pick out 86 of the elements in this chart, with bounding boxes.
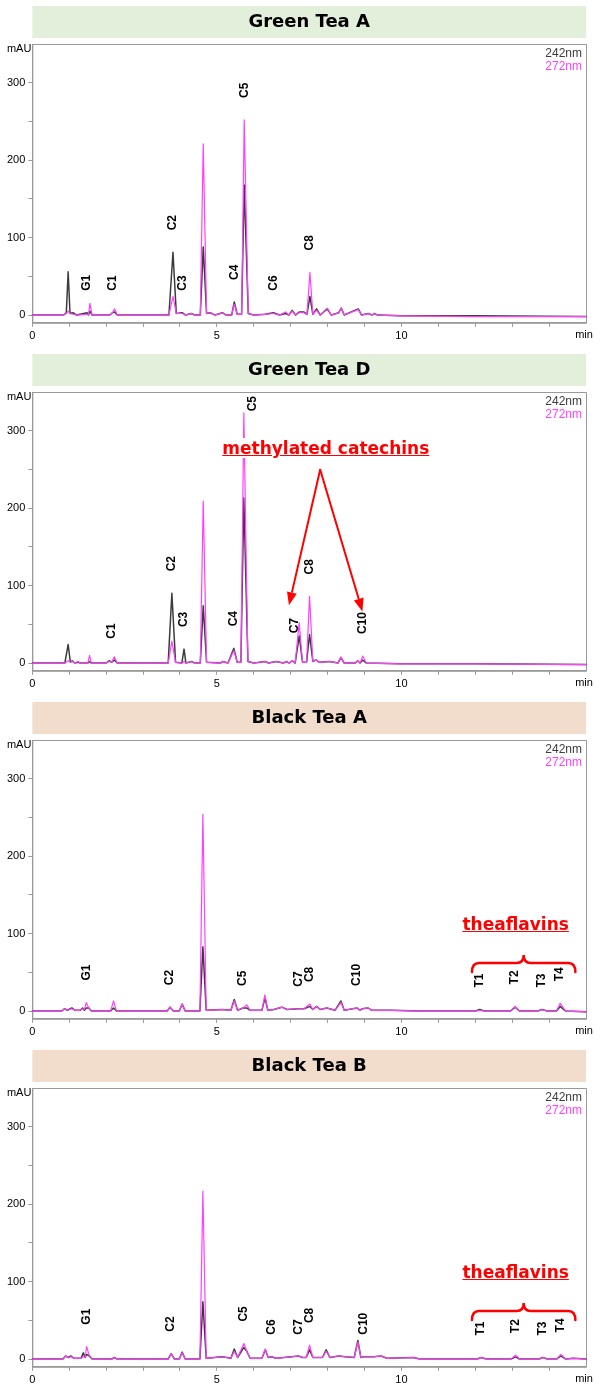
x-tick-label: 10 bbox=[395, 329, 408, 342]
annotation: C10 bbox=[356, 1312, 371, 1335]
y-tick-label: 200 bbox=[6, 501, 26, 514]
x-axis-title: min bbox=[575, 328, 593, 341]
annotation: T1 bbox=[472, 973, 487, 988]
annotation: C2 bbox=[163, 1315, 178, 1332]
annotation: C8 bbox=[302, 234, 317, 251]
y-tick-label: 0 bbox=[19, 308, 26, 321]
annotation: methylated catechins bbox=[222, 437, 430, 458]
annotation: G1 bbox=[78, 964, 93, 981]
annotation: C10 bbox=[355, 611, 370, 635]
annotation: C3 bbox=[174, 275, 189, 291]
chart-title: Green Tea D bbox=[247, 357, 371, 379]
annotation: theaflavins bbox=[462, 914, 569, 934]
y-tick-label: 200 bbox=[6, 849, 26, 862]
annotation: C3 bbox=[176, 611, 191, 628]
annotation: C2 bbox=[165, 214, 180, 231]
x-tick-label: 0 bbox=[29, 677, 36, 690]
text: 272nm bbox=[545, 1103, 582, 1118]
annotation: C1 bbox=[104, 275, 119, 291]
y-axis-title: mAU bbox=[6, 41, 32, 54]
x-tick-label: 10 bbox=[395, 1025, 408, 1038]
x-tick-label: 0 bbox=[29, 329, 36, 342]
annotation: C6 bbox=[265, 275, 280, 291]
annotation: G1 bbox=[78, 1308, 93, 1325]
y-tick-label: 0 bbox=[19, 1352, 26, 1365]
annotation: C7 bbox=[290, 971, 305, 987]
y-tick-label: 100 bbox=[6, 230, 26, 243]
y-tick-label: 100 bbox=[6, 926, 26, 939]
x-tick-label: 0 bbox=[29, 1373, 36, 1386]
text: 272nm bbox=[545, 59, 582, 74]
annotation: C4 bbox=[226, 610, 241, 627]
annotation: C10 bbox=[349, 963, 364, 986]
y-axis-title: mAU bbox=[6, 737, 32, 750]
annotation: C5 bbox=[235, 970, 250, 986]
text: 242nm bbox=[545, 1090, 582, 1105]
text: 272nm bbox=[545, 407, 582, 422]
annotation: T3 bbox=[535, 1321, 550, 1336]
annotation: theaflavins bbox=[462, 1262, 569, 1282]
x-tick-label: 5 bbox=[213, 329, 220, 342]
x-tick-label: 5 bbox=[213, 1373, 220, 1386]
annotation: T2 bbox=[507, 1318, 522, 1334]
annotation: C7 bbox=[287, 617, 302, 634]
text: 272nm bbox=[545, 755, 582, 770]
y-tick-label: 300 bbox=[6, 771, 26, 784]
annotation: C4 bbox=[226, 264, 241, 280]
annotation: G1 bbox=[79, 274, 94, 291]
y-tick-label: 0 bbox=[19, 1004, 26, 1017]
annotation: C8 bbox=[302, 966, 317, 983]
y-tick-label: 200 bbox=[6, 153, 26, 166]
annotation: C6 bbox=[263, 1319, 278, 1335]
x-tick-label: 5 bbox=[213, 677, 220, 690]
x-axis-title: min bbox=[575, 676, 593, 689]
x-axis-title: min bbox=[575, 1372, 593, 1385]
x-tick-label: 10 bbox=[395, 1373, 408, 1386]
annotation: T3 bbox=[534, 973, 549, 988]
chart-title: Green Tea A bbox=[248, 9, 371, 31]
y-axis-title: mAU bbox=[6, 389, 32, 402]
text: 242nm bbox=[545, 742, 582, 757]
annotation: C8 bbox=[301, 558, 316, 575]
chart-title: Black Tea B bbox=[251, 1053, 367, 1075]
annotation: C5 bbox=[236, 82, 251, 98]
annotation: T4 bbox=[552, 966, 567, 982]
annotation: T4 bbox=[553, 1318, 568, 1333]
x-tick-label: 5 bbox=[213, 1025, 220, 1038]
y-axis-title: mAU bbox=[6, 1085, 32, 1098]
annotation: C5 bbox=[236, 1305, 251, 1322]
y-tick-label: 300 bbox=[6, 1119, 26, 1132]
annotation: C2 bbox=[162, 969, 177, 986]
annotation: C5 bbox=[245, 395, 260, 412]
y-tick-label: 100 bbox=[6, 578, 26, 591]
y-tick-label: 0 bbox=[19, 656, 26, 669]
annotation: T2 bbox=[507, 970, 522, 985]
annotation: C2 bbox=[164, 555, 179, 572]
annotation: C1 bbox=[104, 623, 119, 639]
annotation: T1 bbox=[473, 1321, 488, 1336]
x-tick-label: 0 bbox=[29, 1025, 36, 1038]
text: 242nm bbox=[545, 46, 582, 61]
text: 242nm bbox=[545, 394, 582, 409]
y-tick-label: 300 bbox=[6, 75, 26, 88]
x-tick-label: 10 bbox=[395, 677, 408, 690]
y-tick-label: 300 bbox=[6, 423, 26, 436]
y-tick-label: 100 bbox=[6, 1274, 26, 1287]
chart-title: Black Tea A bbox=[251, 705, 367, 727]
y-tick-label: 200 bbox=[6, 1197, 26, 1210]
x-axis-title: min bbox=[575, 1024, 593, 1037]
